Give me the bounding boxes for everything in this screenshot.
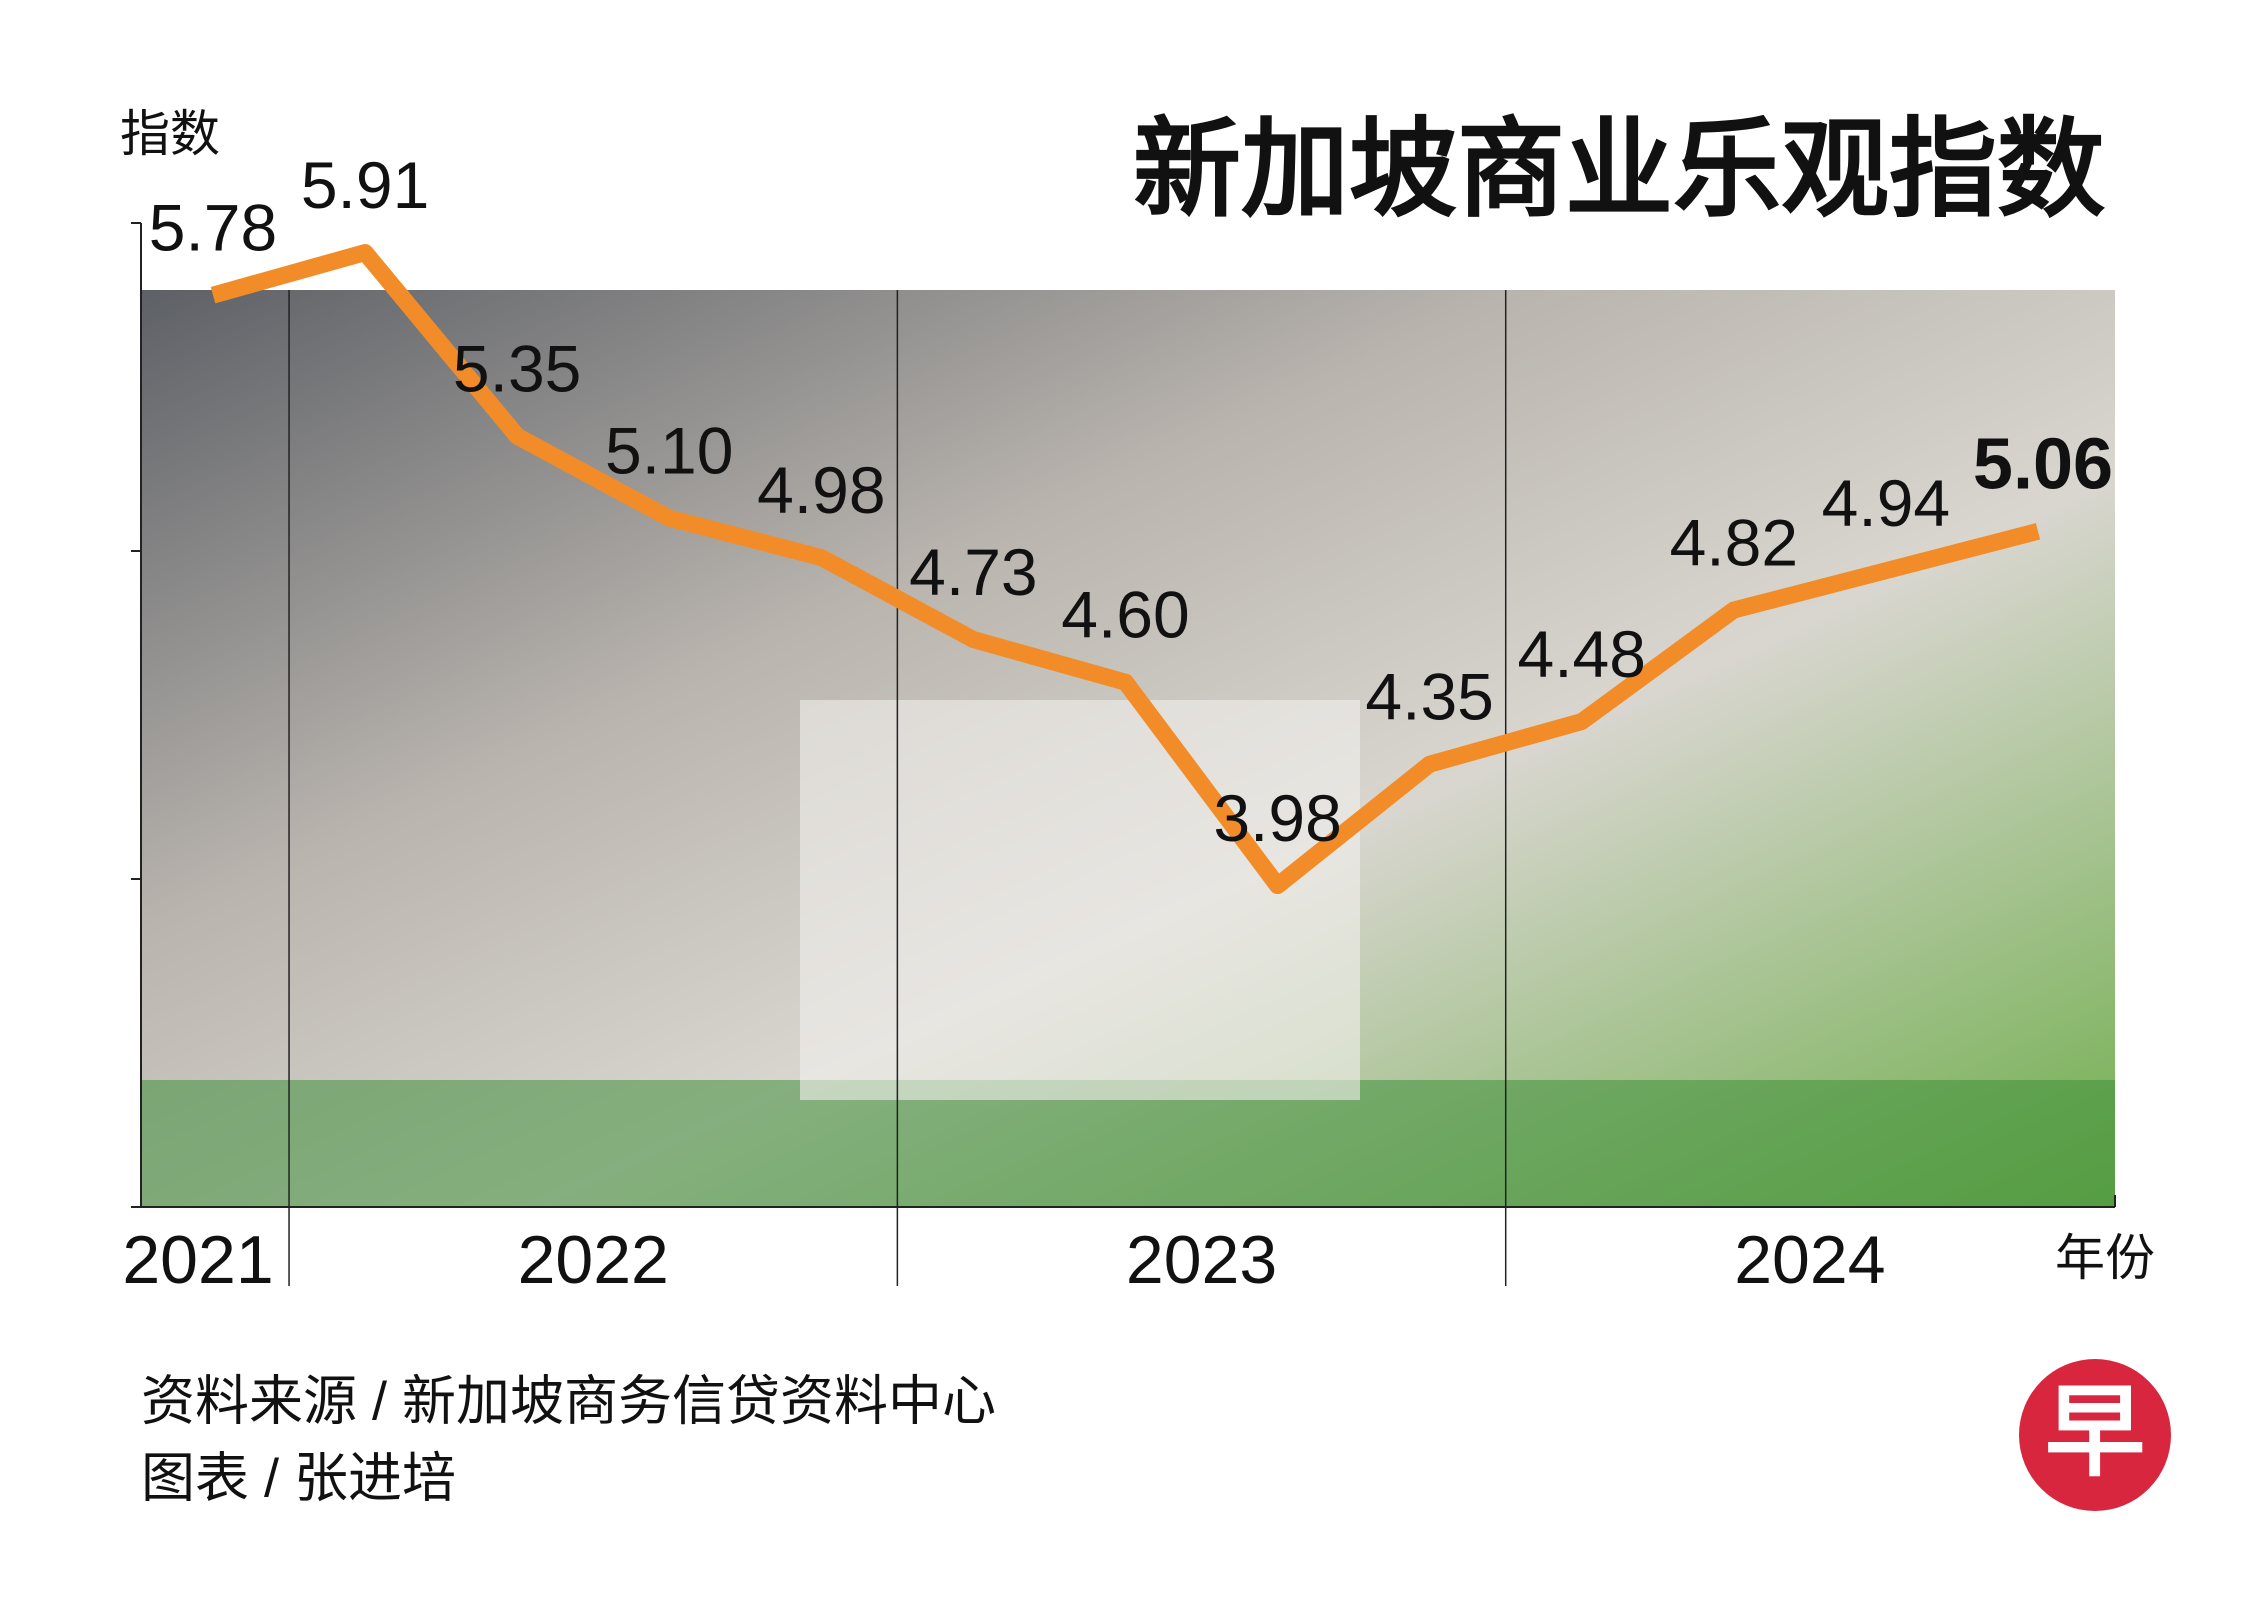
year-label: 2023: [1126, 1222, 1277, 1298]
chart-title: 新加坡商业乐观指数: [1133, 109, 2105, 230]
value-label: 4.98: [757, 453, 885, 527]
logo: 早: [2045, 1376, 2145, 1488]
value-label: 4.35: [1365, 660, 1493, 734]
background-floor: [141, 1080, 2115, 1207]
source: 资料来源 / 新加坡商务信贷资料中心: [141, 1371, 996, 1431]
year-label: 2021: [122, 1222, 273, 1298]
value-label: 3.98: [1213, 781, 1341, 855]
plot: 2021 2022 2023 2024 5.78 5.91 5.35 5.10 4.98 4.73…: [122, 148, 2116, 1298]
background-table: [800, 700, 1360, 1100]
year-label: 2022: [518, 1222, 669, 1298]
value-label: 5.91: [301, 148, 429, 222]
value-label: 4.82: [1670, 505, 1798, 579]
y-axis-label: 指数: [120, 106, 220, 162]
value-label: 5.06: [1973, 424, 2113, 504]
value-label: 5.78: [149, 191, 277, 265]
credit: 图表 / 张进培: [141, 1448, 456, 1508]
value-label: 5.10: [605, 414, 733, 488]
value-label: 4.48: [1518, 617, 1646, 691]
year-label: 2024: [1734, 1222, 1885, 1298]
value-label: 5.35: [453, 332, 581, 406]
value-label: 4.94: [1822, 466, 1950, 540]
value-label: 4.60: [1061, 578, 1189, 652]
logo-circle: [2019, 1359, 2171, 1511]
value-label: 4.73: [909, 535, 1037, 609]
data-line: [210, 244, 2041, 895]
x-axis-label: 年份: [2055, 1230, 2155, 1286]
